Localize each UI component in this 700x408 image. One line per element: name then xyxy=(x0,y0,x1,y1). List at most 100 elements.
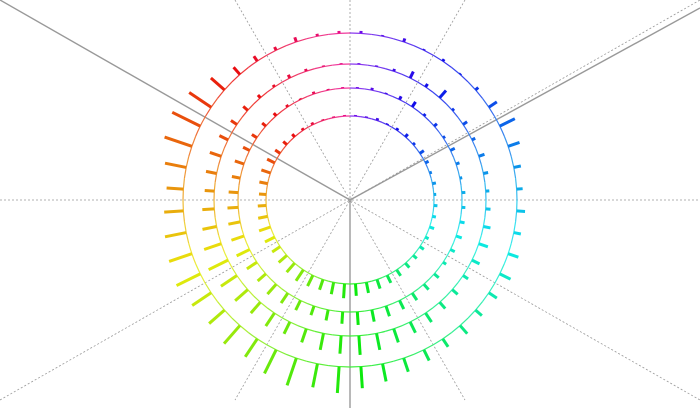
bar xyxy=(455,161,460,166)
bar xyxy=(175,272,201,287)
bar xyxy=(164,231,187,239)
bar xyxy=(433,272,440,279)
bar xyxy=(257,214,268,220)
ring-arc xyxy=(381,121,393,128)
bar xyxy=(429,170,433,175)
bar xyxy=(412,141,416,146)
ring-arc xyxy=(231,267,243,284)
bar xyxy=(264,235,276,244)
bar xyxy=(449,146,456,152)
ring-arc xyxy=(367,330,386,336)
bar xyxy=(251,133,258,140)
bar xyxy=(513,231,522,236)
ring-arc xyxy=(265,188,268,201)
ring-arc xyxy=(182,178,186,201)
bar xyxy=(375,333,382,351)
bar xyxy=(462,274,469,281)
ring-arc xyxy=(422,157,429,169)
ring-arc xyxy=(281,102,295,112)
guide-line xyxy=(234,0,466,401)
ring-arc xyxy=(401,317,419,327)
bar xyxy=(246,260,258,271)
bar xyxy=(441,338,450,348)
bar xyxy=(252,55,259,62)
bar xyxy=(451,288,459,296)
ring-arc xyxy=(430,178,434,190)
bar xyxy=(259,180,268,186)
ring-arc xyxy=(266,178,270,190)
ring-arc xyxy=(266,344,287,355)
bar xyxy=(458,324,469,335)
bar xyxy=(294,299,302,311)
ring-arc xyxy=(285,38,307,47)
ring-arc xyxy=(360,116,372,120)
ring-arc xyxy=(195,116,206,137)
bar xyxy=(516,209,526,213)
bar xyxy=(300,328,308,343)
bar xyxy=(261,121,267,128)
bar xyxy=(398,95,403,101)
ring-arc xyxy=(494,263,505,284)
ring-arc xyxy=(349,282,362,285)
ring-arc xyxy=(514,178,518,201)
bar xyxy=(422,48,426,51)
bar xyxy=(285,104,290,108)
bar xyxy=(232,66,242,76)
bar xyxy=(370,309,376,322)
bar xyxy=(258,225,271,233)
ring-arc xyxy=(223,251,233,269)
bar xyxy=(271,84,276,88)
ring-arc xyxy=(433,332,453,346)
bar xyxy=(433,122,438,128)
ring-arc xyxy=(428,120,440,133)
bar xyxy=(395,127,400,131)
ring-arc xyxy=(195,263,206,284)
ring-arc xyxy=(314,64,333,70)
guide-line xyxy=(234,0,466,401)
bar xyxy=(499,272,512,281)
bar xyxy=(164,161,187,169)
bar xyxy=(256,272,267,283)
bar xyxy=(228,220,241,226)
bar xyxy=(279,292,290,304)
bar xyxy=(222,324,242,345)
bar xyxy=(286,74,292,79)
ring-arc xyxy=(328,280,340,284)
bar xyxy=(432,181,437,186)
bar xyxy=(266,157,276,165)
bar xyxy=(432,214,437,219)
ring-arc xyxy=(432,199,435,212)
ring-arc xyxy=(281,288,295,298)
axis-line xyxy=(0,0,351,201)
ring-arc xyxy=(467,81,483,99)
bar xyxy=(438,89,448,99)
bar xyxy=(404,133,409,138)
ring-arc xyxy=(438,131,448,145)
ring-arc xyxy=(314,330,333,336)
bar xyxy=(243,338,259,358)
ring-arc xyxy=(367,64,386,70)
bar xyxy=(412,254,418,260)
ring-arc xyxy=(290,132,300,142)
ring-arc xyxy=(349,364,372,368)
ring-arc xyxy=(467,251,477,269)
bar xyxy=(273,46,278,51)
bar xyxy=(395,269,402,277)
ring-arc xyxy=(400,132,410,142)
axis-line xyxy=(349,7,700,201)
bar xyxy=(424,159,430,165)
bar xyxy=(478,242,489,249)
bar xyxy=(202,207,215,212)
bar xyxy=(171,110,201,128)
bar xyxy=(164,209,184,214)
ring-arc xyxy=(433,54,453,68)
bar xyxy=(410,292,419,301)
bar xyxy=(499,117,516,128)
bar xyxy=(318,279,325,291)
bar xyxy=(166,186,184,191)
ring-arc xyxy=(349,115,362,118)
ring-arc xyxy=(413,344,434,355)
bar xyxy=(294,269,305,282)
bar xyxy=(242,105,249,112)
